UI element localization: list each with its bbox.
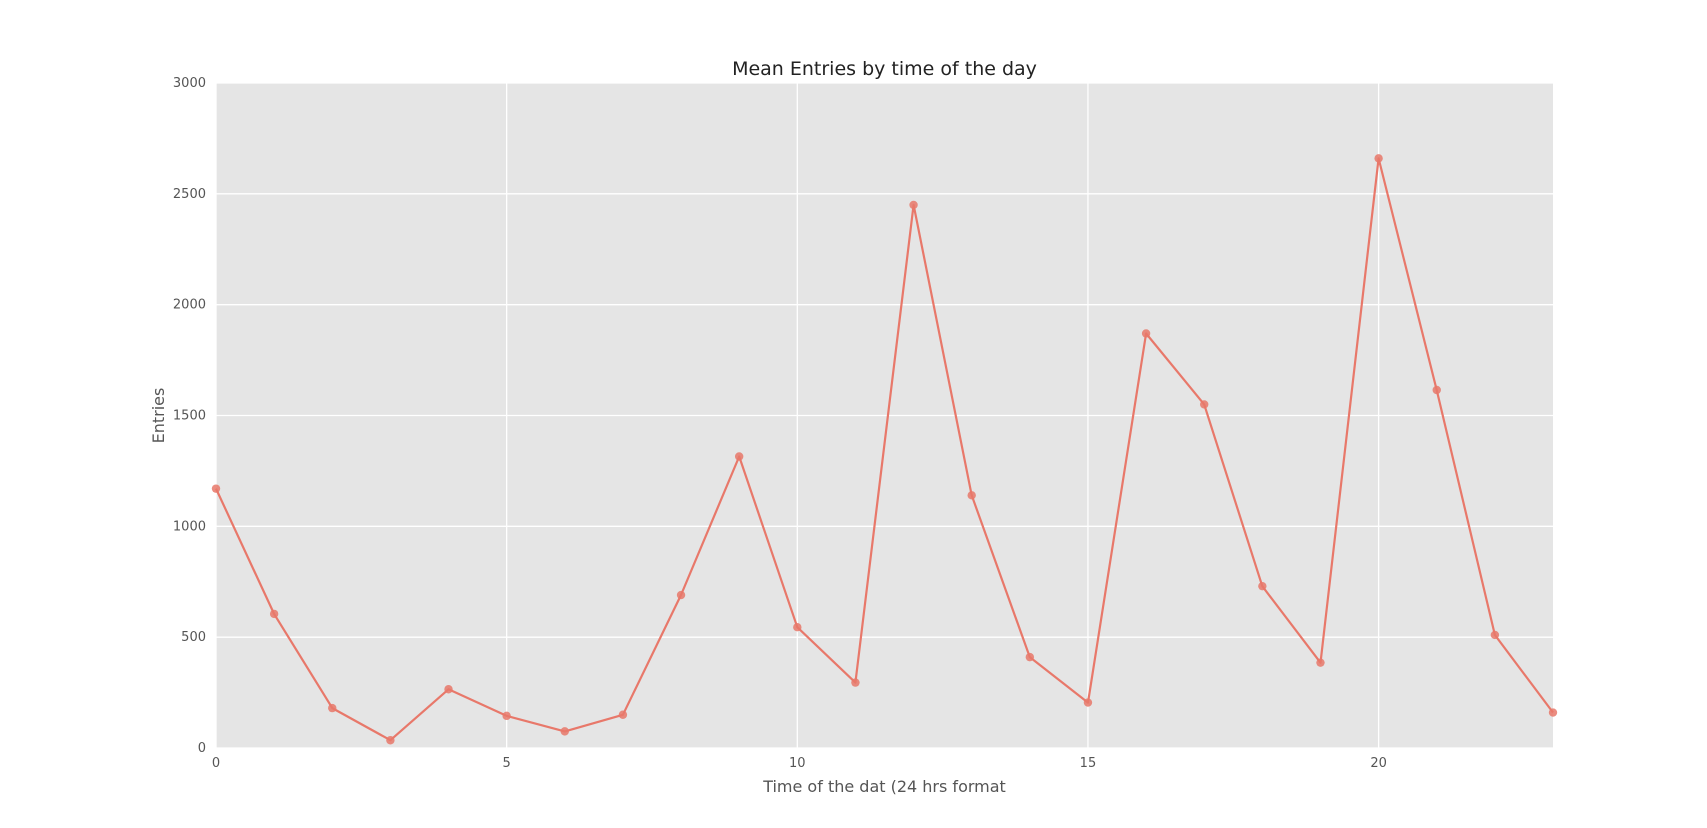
data-point — [1025, 652, 1035, 662]
x-tick-label: 5 — [503, 756, 511, 771]
data-point — [1141, 329, 1151, 338]
data-point — [1548, 708, 1558, 717]
x-tick-label: 20 — [1370, 756, 1387, 771]
chart-title: Mean Entries by time of the day — [732, 58, 1037, 80]
y-axis-label: Entries — [149, 388, 168, 444]
data-point — [618, 710, 628, 719]
series-layer — [211, 154, 1558, 745]
y-tick-label: 0 — [198, 741, 206, 756]
x-axis-label: Time of the dat (24 hrs format — [762, 777, 1006, 796]
data-point — [1432, 385, 1441, 395]
data-point — [211, 484, 221, 493]
data-point — [269, 609, 279, 619]
y-tick-label: 1000 — [173, 519, 206, 534]
y-tick-label: 3000 — [173, 76, 206, 91]
data-point — [386, 736, 395, 745]
data-point — [560, 727, 569, 736]
data-point — [1374, 154, 1383, 163]
grid-lines — [215, 82, 1553, 749]
data-point — [1490, 630, 1500, 640]
data-point — [676, 590, 686, 600]
data-point — [1200, 400, 1209, 409]
data-point — [967, 491, 976, 500]
data-point — [328, 703, 337, 713]
y-tick-label: 500 — [181, 630, 206, 645]
y-tick-label: 2000 — [173, 298, 206, 313]
series-line — [215, 157, 1554, 742]
data-point — [909, 200, 918, 210]
data-point — [851, 678, 860, 687]
x-tick-label: 0 — [212, 756, 220, 771]
tick-labels: 0 500 1000 1500 2000 2500 3000 0 5 10 15 20 — [173, 76, 1387, 771]
y-tick-label: 2500 — [173, 187, 206, 202]
y-tick-label: 1500 — [173, 409, 206, 424]
data-point — [793, 622, 802, 632]
data-point — [1258, 581, 1267, 591]
x-tick-label: 15 — [1080, 756, 1097, 771]
data-point — [1316, 658, 1325, 667]
x-tick-label: 10 — [789, 756, 806, 771]
data-point — [502, 711, 511, 721]
data-point — [734, 452, 744, 461]
data-point — [1083, 698, 1093, 707]
data-point — [444, 685, 453, 694]
